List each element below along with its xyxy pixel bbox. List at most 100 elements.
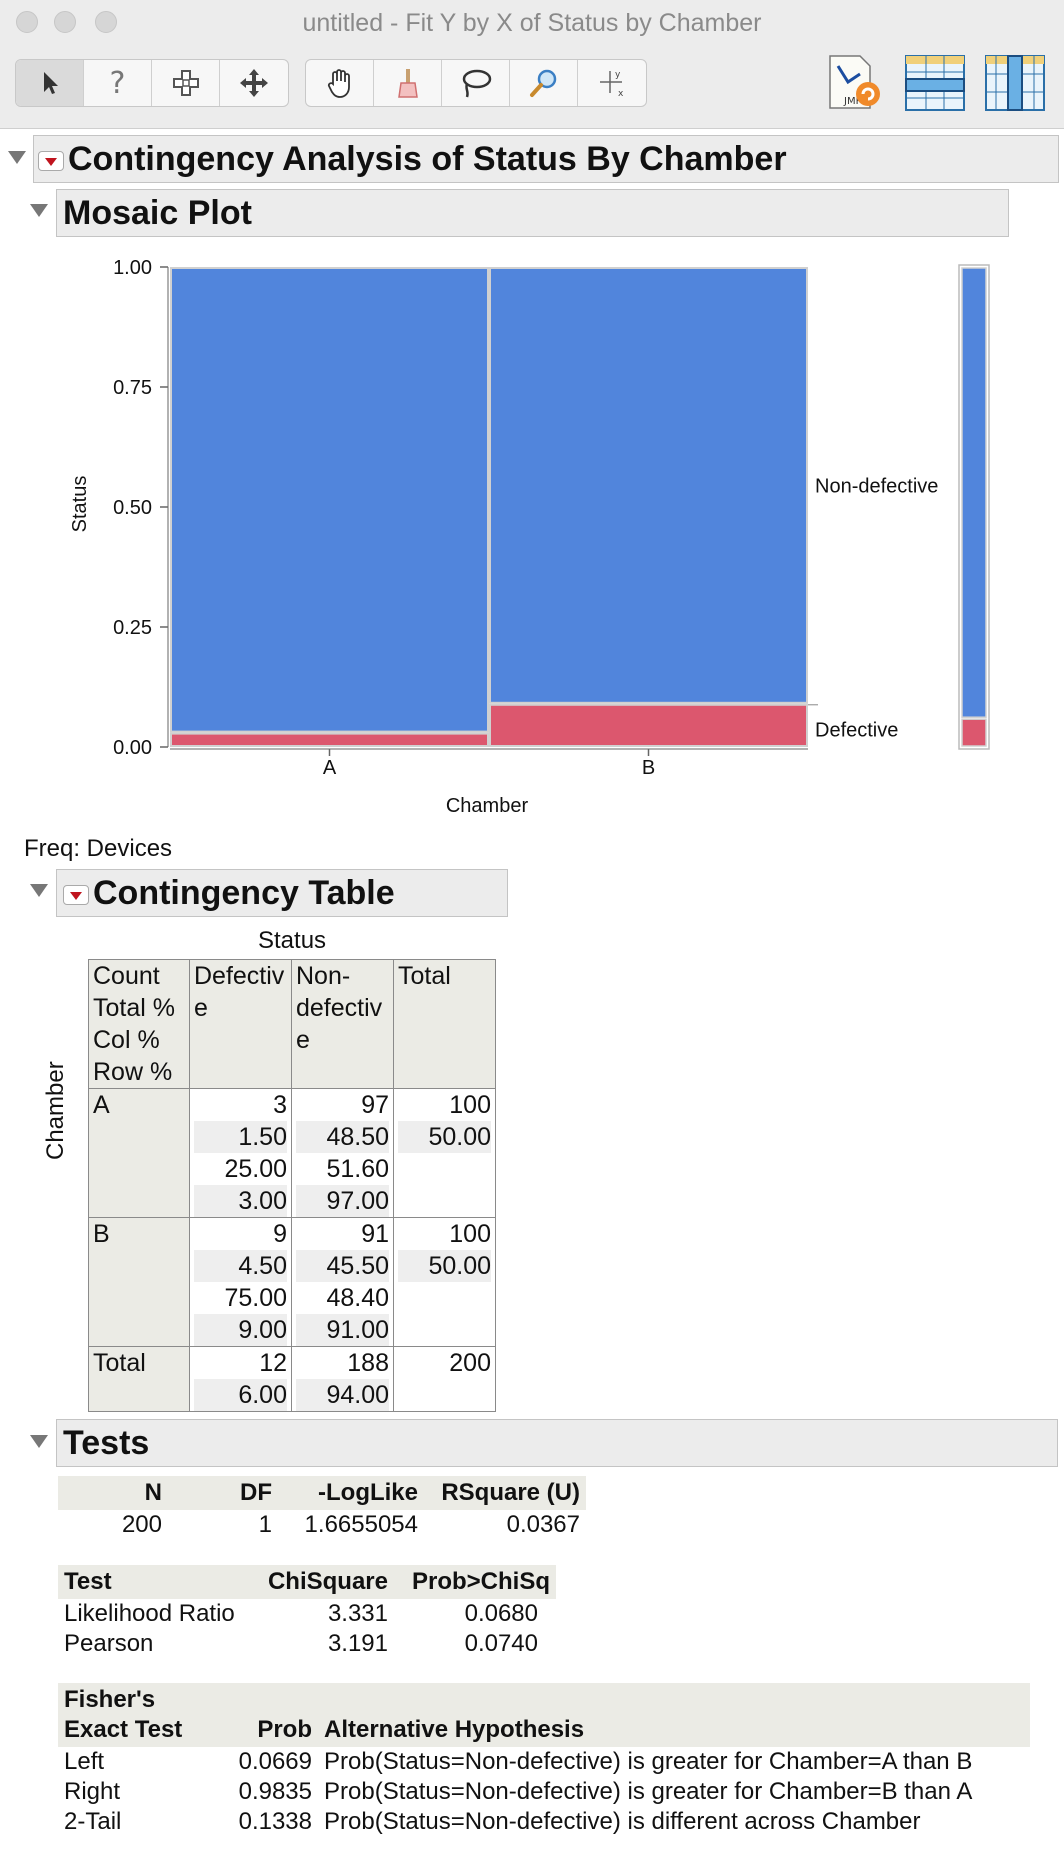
table-row: Likelihood Ratio 3.331 0.0680 [58,1599,556,1629]
fisher-test-name: Right [64,1778,121,1805]
cell-value: 45.50 [296,1250,389,1282]
col-header-nondefective: Non- defectiv e [291,959,394,1089]
fisher-hypothesis: Prob(Status=Non-defective) is different … [324,1808,921,1835]
row-label-b: B [88,1217,190,1347]
mosaic-title: Mosaic Plot [63,194,252,232]
cell-total-nondefective: 188 94.00 [291,1346,394,1412]
cell-b-nondefective: 91 45.50 48.40 91.00 [291,1217,394,1347]
n-value: 200 [121,1511,162,1538]
mosaic-cell-nondefective [489,267,808,704]
fisher-prob: 0.9835 [238,1778,312,1805]
title-bar: untitled - Fit Y by X of Status by Chamb… [0,0,1064,44]
jmp-script-icon[interactable]: JMP [822,52,884,116]
col-header-df: DF [168,1476,278,1510]
col-header-text: defectiv [296,994,383,1022]
cell-value: 97 [361,1091,389,1119]
cell-value: 200 [449,1349,491,1377]
fisher-header-line: Exact Test [64,1716,183,1743]
corner-total-pct: Total % [93,994,175,1022]
fisher-table: Fisher's Exact Test Prob Alternative Hyp… [58,1683,1030,1837]
fisher-test-name: Left [64,1748,105,1775]
disclosure-tests-icon[interactable] [30,1435,48,1448]
disclosure-ctable-icon[interactable] [30,884,48,897]
red-triangle-menu-icon[interactable] [38,151,64,172]
brush-icon[interactable] [374,60,442,106]
cell-total-total: 200 [393,1346,496,1412]
cell-value: 50.00 [398,1250,491,1282]
chisquare-table: Test ChiSquare Prob>ChiSq Likelihood Rat… [58,1565,556,1659]
table-row: Pearson 3.191 0.0740 [58,1629,556,1659]
table-row: Right 0.9835 Prob(Status=Non-defective) … [58,1777,1030,1807]
magnifier-icon[interactable] [510,60,578,106]
col-header-total: Total [393,959,496,1089]
corner-cell: Count Total % Col % Row % [88,959,190,1089]
y-tick-label: 0.00 [113,737,152,759]
table-row: Left 0.0669 Prob(Status=Non-defective) i… [58,1747,1030,1777]
arrow-icon[interactable] [16,60,84,106]
disclosure-main-icon[interactable] [8,151,26,164]
report-title: Contingency Analysis of Status By Chambe… [68,140,787,178]
ctable-title: Contingency Table [93,874,395,912]
zoom-window-button[interactable] [95,11,117,33]
cell-value: 1.50 [194,1121,287,1153]
status-group-label: Status [258,927,327,954]
test-name: Likelihood Ratio [64,1600,235,1627]
move-icon[interactable] [220,60,288,106]
df-value: 1 [258,1511,272,1538]
fisher-prob: 0.0669 [238,1748,312,1775]
chisquare-value: 3.331 [327,1600,388,1627]
row-label-a: A [88,1088,190,1218]
mosaic-cell-defective [489,703,808,747]
cell-value: 48.50 [296,1121,389,1153]
y-tick-label: 1.00 [113,257,152,279]
fisher-hypothesis: Prob(Status=Non-defective) is greater fo… [324,1778,973,1805]
x-tick-label: B [642,757,655,779]
prob-value: 0.0680 [464,1600,538,1627]
level-label-defective: Defective [815,719,898,741]
level-label-nondefective: Non-defective [815,475,938,497]
cell-value: 97.00 [296,1185,389,1217]
cell-a-nondefective: 97 48.50 51.60 97.00 [291,1088,394,1218]
table-row: Total 12 6.00 188 94.00 200 [88,1346,496,1412]
col-header-alternative: Alternative Hypothesis [318,1683,1030,1747]
cell-value: 50.00 [398,1121,491,1153]
cell-a-total: 100 50.00 [393,1088,496,1218]
cell-b-defective: 9 4.50 75.00 9.00 [189,1217,292,1347]
mosaic-plot-header: Mosaic Plot [56,189,1009,237]
col-header-n: N [58,1476,168,1510]
col-header-rsquare: RSquare (U) [424,1476,586,1510]
tests-title: Tests [63,1424,150,1462]
cell-value: 100 [449,1220,491,1248]
fisher-header-line: Fisher's [64,1686,156,1713]
help-icon[interactable]: ? [84,60,152,106]
chamber-group-label: Chamber [42,1061,69,1160]
cell-value: 48.40 [326,1284,389,1312]
cell-value: 6.00 [194,1379,287,1411]
data-table-cols-icon[interactable] [984,52,1046,116]
col-header-defective: Defectiv e [189,959,292,1089]
red-triangle-menu-icon[interactable] [63,885,89,906]
table-row: A 3 1.50 25.00 3.00 97 48.50 51.60 97.00… [88,1088,496,1218]
minimize-window-button[interactable] [54,11,76,33]
close-window-button[interactable] [16,11,38,33]
table-row: 2-Tail 0.1338 Prob(Status=Non-defective)… [58,1807,1030,1837]
col-header-text: Defectiv [194,962,285,990]
col-header-text: Non- [296,962,351,990]
cell-value: 25.00 [224,1155,287,1183]
col-header-prob: Prob [206,1683,318,1747]
lasso-icon[interactable] [442,60,510,106]
cell-value: 3 [273,1091,287,1119]
marginal-cell-nondefective [961,267,987,718]
data-table-rows-icon[interactable] [904,52,966,116]
test-name: Pearson [64,1630,154,1657]
crosshair-icon[interactable] [152,60,220,106]
hand-icon[interactable] [306,60,374,106]
table-row: B 9 4.50 75.00 9.00 91 45.50 48.40 91.00… [88,1217,496,1347]
cell-value: 3.00 [194,1185,287,1217]
contingency-table: Count Total % Col % Row % Defectiv e Non… [88,959,496,1412]
disclosure-mosaic-icon[interactable] [30,204,48,217]
tool-group-navigation: ? [15,59,289,107]
prob-value: 0.0740 [464,1630,538,1657]
